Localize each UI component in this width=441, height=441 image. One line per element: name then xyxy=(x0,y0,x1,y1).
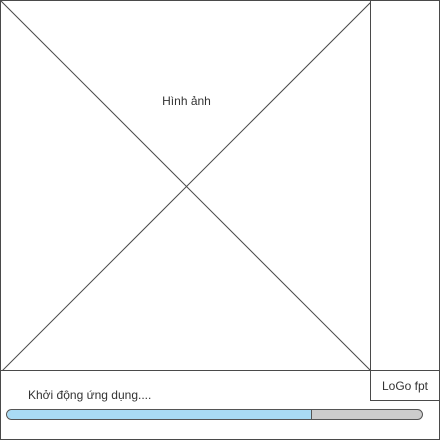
loading-progress-fill xyxy=(7,410,313,419)
right-panel xyxy=(370,0,440,371)
logo-placeholder: LoGo fpt xyxy=(370,370,440,401)
loading-status-text: Khởi động ứng dụng.... xyxy=(28,388,152,402)
logo-label: LoGo fpt xyxy=(381,378,429,393)
loading-progress-bar xyxy=(6,409,423,420)
image-placeholder-cross xyxy=(1,1,370,370)
image-placeholder-label: Hình ảnh xyxy=(162,94,211,108)
image-placeholder: Hình ảnh xyxy=(0,0,371,371)
